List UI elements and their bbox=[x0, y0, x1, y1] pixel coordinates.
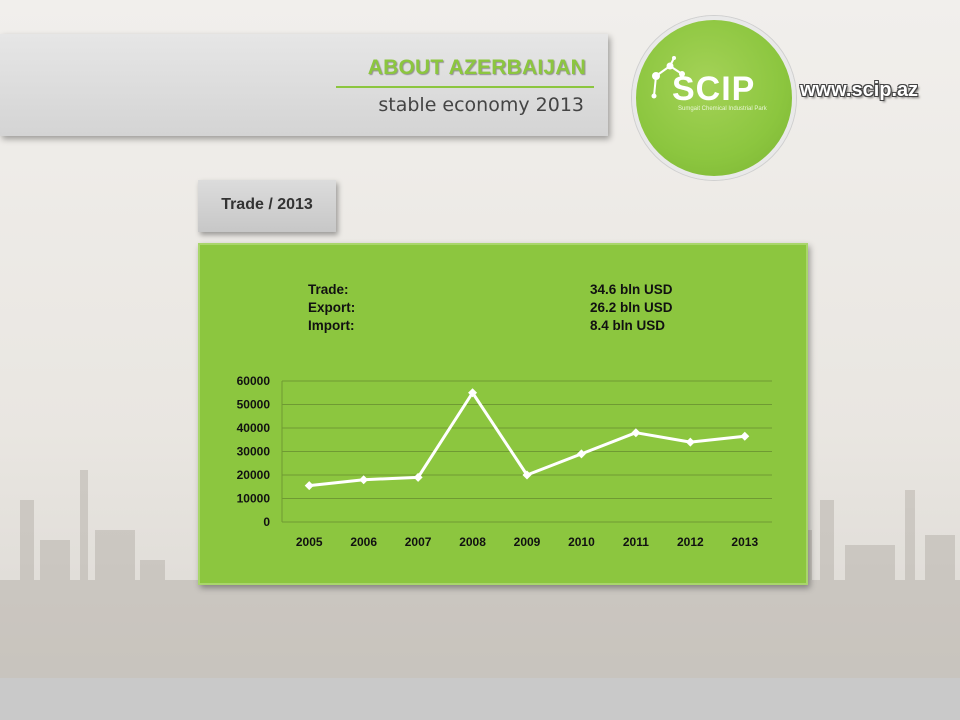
data-point bbox=[413, 472, 423, 482]
data-point bbox=[359, 475, 369, 485]
logo-text: SCIP bbox=[672, 70, 756, 108]
footer-band bbox=[0, 678, 960, 720]
data-point bbox=[304, 481, 314, 491]
industrial-skyline-backdrop bbox=[0, 470, 960, 680]
data-point bbox=[685, 437, 695, 447]
summary-value-export: 26.2 bln USD bbox=[590, 300, 673, 315]
x-tick-label: 2005 bbox=[296, 535, 323, 549]
x-tick-label: 2007 bbox=[405, 535, 432, 549]
header-banner: ABOUT AZERBAIJAN stable economy 2013 bbox=[0, 34, 608, 136]
summary-value-trade: 34.6 bln USD bbox=[590, 282, 673, 297]
scip-logo bbox=[632, 16, 796, 180]
x-tick-label: 2012 bbox=[677, 535, 704, 549]
title-divider bbox=[336, 86, 594, 88]
summary-value-import: 8.4 bln USD bbox=[590, 318, 666, 333]
data-point bbox=[468, 388, 478, 398]
y-tick-label: 20000 bbox=[237, 468, 271, 482]
data-point bbox=[576, 449, 586, 459]
summary-label-export: Export: bbox=[308, 300, 356, 315]
y-tick-label: 30000 bbox=[237, 445, 271, 459]
data-point bbox=[740, 431, 750, 441]
y-tick-label: 10000 bbox=[237, 492, 271, 506]
website-link[interactable]: www.scip.az bbox=[800, 79, 919, 101]
summary-label-trade: Trade: bbox=[308, 282, 349, 297]
y-tick-label: 0 bbox=[263, 515, 270, 529]
x-tick-label: 2011 bbox=[623, 535, 649, 549]
page-subtitle: stable economy 2013 bbox=[378, 94, 584, 116]
y-tick-label: 50000 bbox=[237, 398, 271, 412]
x-tick-label: 2009 bbox=[514, 535, 541, 549]
y-tick-label: 60000 bbox=[237, 374, 271, 388]
data-point bbox=[631, 428, 641, 438]
x-tick-label: 2013 bbox=[731, 535, 758, 549]
logo-tagline: Sumgait Chemical Industrial Park bbox=[678, 106, 767, 112]
trade-line-chart: 0 10000 20000 30000 40000 50000 60000 2005 2006… bbox=[237, 374, 772, 549]
x-tick-label: 2008 bbox=[459, 535, 486, 549]
summary-label-import: Import: bbox=[308, 318, 355, 333]
y-tick-label: 40000 bbox=[237, 421, 271, 435]
data-point bbox=[522, 470, 532, 480]
x-tick-label: 2010 bbox=[568, 535, 595, 549]
section-tab-label: Trade / 2013 bbox=[221, 196, 313, 213]
x-tick-label: 2006 bbox=[350, 535, 377, 549]
molecule-icon bbox=[651, 56, 685, 99]
section-tab: Trade / 2013 bbox=[198, 180, 336, 232]
page-title: ABOUT AZERBAIJAN bbox=[367, 56, 586, 79]
chart-panel: Trade: Export: Import: 34.6 bln USD 26.2… bbox=[198, 243, 808, 585]
